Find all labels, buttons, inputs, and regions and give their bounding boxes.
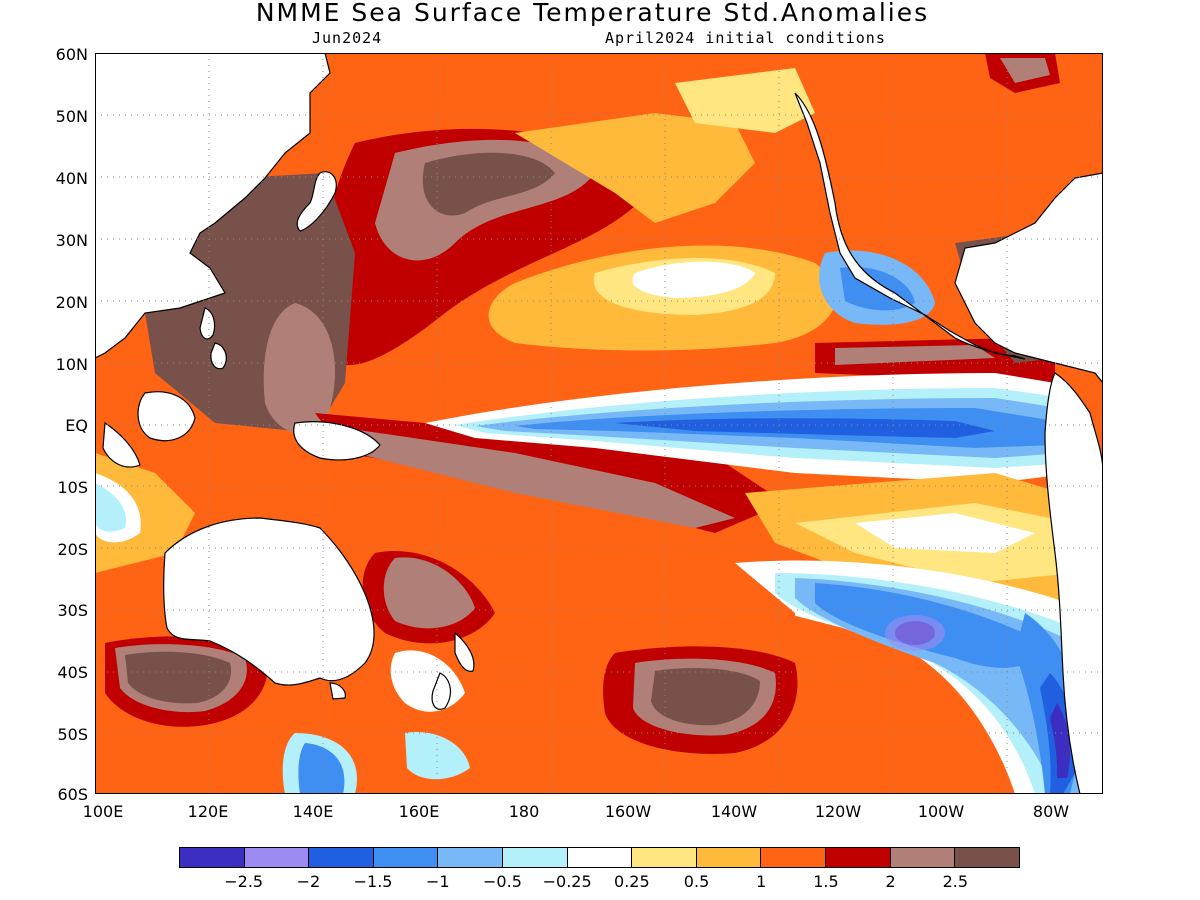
lon-label-180: 180 xyxy=(508,802,540,821)
colorbar-swatch xyxy=(890,848,956,867)
lat-label-60n: 60N xyxy=(55,45,88,64)
colorbar-swatch xyxy=(244,848,310,867)
colorbar-swatch xyxy=(309,848,374,867)
lat-label-eq: EQ xyxy=(65,416,88,435)
colorbar-swatch xyxy=(955,848,1019,867)
lon-label-160w: 160W xyxy=(604,802,652,821)
lat-label-30s: 30S xyxy=(57,601,88,620)
forecast-month: Jun2024 xyxy=(312,29,383,47)
initial-conditions: April2024 initial conditions xyxy=(605,29,886,47)
colorbar-label: −2 xyxy=(296,872,321,891)
lon-label-140e: 140E xyxy=(292,802,334,821)
lon-label-120w: 120W xyxy=(814,802,862,821)
lon-label-120e: 120E xyxy=(187,802,229,821)
lon-label-160e: 160E xyxy=(398,802,440,821)
colorbar-label: −0.25 xyxy=(542,872,592,891)
colorbar-label: −1.5 xyxy=(353,872,393,891)
colorbar-label: 1.5 xyxy=(813,872,839,891)
colorbar-label: 2.5 xyxy=(942,872,969,891)
colorbar-swatch xyxy=(503,848,568,867)
lon-label-140w: 140W xyxy=(710,802,758,821)
colorbar-swatch xyxy=(826,848,891,867)
colorbar-label: 1 xyxy=(756,872,767,891)
colorbar-swatch xyxy=(438,848,504,867)
colorbar-swatch xyxy=(632,848,697,867)
colorbar-label: 2 xyxy=(885,872,896,891)
colorbar-swatch xyxy=(696,848,762,867)
lon-label-100w: 100W xyxy=(917,802,965,821)
land-masses xyxy=(95,53,1103,794)
map-title: NMME Sea Surface Temperature Std.Anomali… xyxy=(255,0,930,27)
lat-label-30n: 30N xyxy=(55,231,88,250)
lat-label-10n: 10N xyxy=(55,355,88,374)
colorbar-label: −2.5 xyxy=(224,872,264,891)
lat-label-10s: 10S xyxy=(57,478,88,497)
colorbar-swatch xyxy=(373,848,439,867)
colorbar-swatch xyxy=(761,848,827,867)
colorbar-label: 0.5 xyxy=(683,872,710,891)
lat-label-20s: 20S xyxy=(57,540,88,559)
lat-label-40s: 40S xyxy=(57,663,88,682)
colorbar xyxy=(179,847,1020,868)
lat-label-40n: 40N xyxy=(55,169,88,188)
lon-label-80w: 80W xyxy=(1032,802,1070,821)
colorbar-swatch xyxy=(180,848,245,867)
lat-label-50s: 50S xyxy=(57,725,88,744)
graticule xyxy=(95,53,1103,794)
colorbar-label: −0.5 xyxy=(483,872,522,891)
lon-label-100e: 100E xyxy=(82,802,124,821)
lat-label-60s: 60S xyxy=(57,785,88,804)
lat-label-20n: 20N xyxy=(55,293,88,312)
colorbar-label: −1 xyxy=(425,872,450,891)
colorbar-swatch xyxy=(567,848,633,867)
lat-label-50n: 50N xyxy=(55,107,88,126)
sst-anomaly-map xyxy=(95,53,1103,794)
map-canvas xyxy=(95,53,1103,794)
colorbar-label: 0.25 xyxy=(614,872,650,891)
